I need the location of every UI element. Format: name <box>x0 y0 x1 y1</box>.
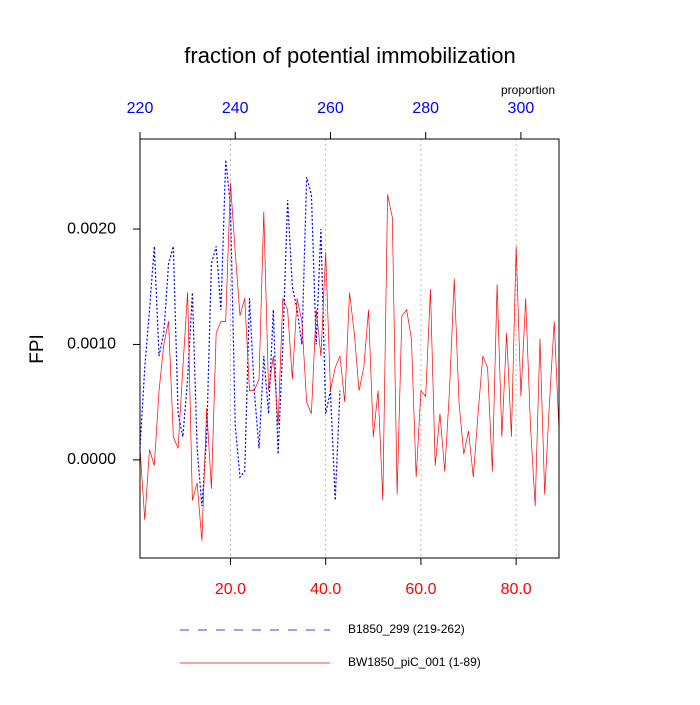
series-line <box>139 159 341 507</box>
x2-tick-label: 260 <box>317 100 344 117</box>
x2-tick-label: 220 <box>127 100 154 117</box>
legend-label: B1850_299 (219-262) <box>348 622 465 636</box>
x2-tick-label: 280 <box>412 100 439 117</box>
x-tick-label: 80.0 <box>501 581 532 598</box>
y-tick-label: 0.0020 <box>67 220 116 237</box>
series-line <box>139 182 560 541</box>
x2-tick-label: 300 <box>508 100 535 117</box>
y-tick-label: 0.0000 <box>67 451 116 468</box>
x-tick-label: 40.0 <box>310 581 341 598</box>
x-tick-label: 60.0 <box>405 581 436 598</box>
x-tick-label: 20.0 <box>215 581 246 598</box>
y-tick-label: 0.0010 <box>67 336 116 353</box>
legend-label: BW1850_piC_001 (1-89) <box>348 655 481 669</box>
chart-title: fraction of potential immobilization <box>184 43 515 68</box>
y-axis-label: FPI <box>27 334 48 364</box>
x2-tick-label: 240 <box>222 100 249 117</box>
plot-frame <box>139 138 560 559</box>
x2-axis-label: proportion <box>501 83 555 97</box>
